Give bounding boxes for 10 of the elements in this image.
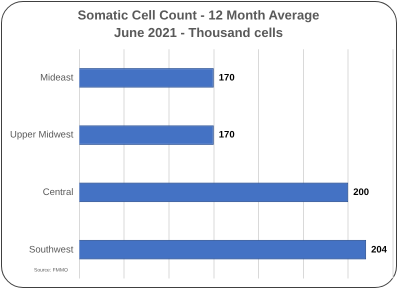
y-tick-label: Mideast xyxy=(40,72,74,84)
data-label: 170 xyxy=(218,130,235,141)
chart-subtitle: June 2021 - Thousand cells xyxy=(114,24,284,40)
y-tick-label: Central xyxy=(42,187,74,198)
chart-title: Somatic Cell Count - 12 Month Average xyxy=(78,7,320,22)
y-tick-label: Upper Midwest xyxy=(10,130,74,141)
data-label: 170 xyxy=(218,72,235,84)
data-label: 200 xyxy=(353,187,370,198)
y-tick-label: Southwest xyxy=(28,244,74,256)
data-label: 204 xyxy=(371,244,388,256)
